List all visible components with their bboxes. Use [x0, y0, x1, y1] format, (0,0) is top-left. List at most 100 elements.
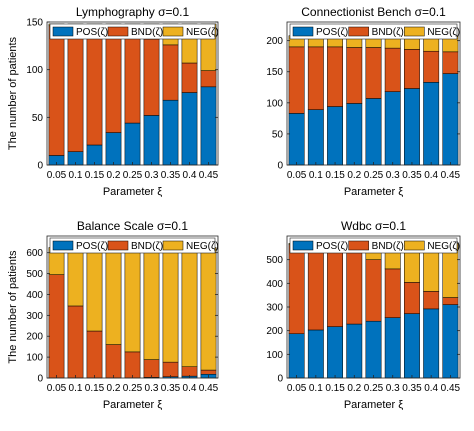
x-tick-label: 0.2: [107, 383, 121, 394]
bar-neg-0.25: [124, 247, 141, 353]
bar-bnd-0.45: [442, 297, 459, 305]
x-tick-label: 0.3: [145, 383, 159, 394]
bar-bnd-0.05: [48, 25, 65, 156]
bar-pos-0.15: [327, 326, 343, 379]
x-tick-label: 0.15: [325, 170, 345, 181]
bar-bnd-0.15: [327, 249, 343, 327]
x-tick-label: 0.05: [47, 170, 67, 181]
legend-swatch-neg: [404, 26, 425, 37]
bar-pos-0.4: [423, 82, 440, 166]
x-tick-label: 0.25: [364, 170, 384, 181]
legend-label: BND(ζ): [131, 241, 163, 252]
bar-bnd-0.2: [346, 252, 363, 325]
bar-pos-0.35: [404, 313, 420, 379]
bar-neg-0.4: [181, 247, 198, 367]
x-tick-label: 0.2: [347, 170, 361, 181]
x-tick-label: 0.25: [364, 383, 384, 394]
bar-pos-0.45: [442, 73, 459, 166]
chart-title: Lymphography σ=0.1: [76, 5, 190, 19]
y-tick-label: 400: [266, 279, 283, 290]
legend-label: BND(ζ): [372, 241, 404, 252]
x-tick-label: 0.35: [402, 383, 422, 394]
x-tick-label: 0.35: [161, 170, 181, 181]
bar-bnd-0.25: [365, 259, 382, 322]
bar-bnd-0.3: [143, 359, 160, 378]
y-tick-label: 400: [26, 290, 43, 301]
bar-neg-0.2: [105, 247, 122, 345]
bar-pos-0.2: [346, 323, 363, 379]
chart-title: Balance Scale σ=0.1: [77, 219, 188, 233]
y-tick-label: 200: [266, 36, 283, 47]
x-tick-label: 0.25: [123, 170, 143, 181]
x-tick-label: 0.4: [424, 170, 438, 181]
legend-swatch-pos: [52, 26, 74, 37]
x-tick-label: 0.3: [386, 170, 400, 181]
x-tick-label: 0.1: [69, 383, 83, 394]
x-tick-label: 0.4: [424, 383, 438, 394]
bar-pos-0.05: [288, 113, 305, 166]
chart-panel-4: 0 100 200 300 400 500 0.05 0.1 0.15 0.2 0.25 0.3 0.3…: [266, 219, 460, 411]
chart-title: Wdbc σ=0.1: [341, 219, 406, 233]
bar-pos-0.35: [404, 88, 420, 166]
bar-pos-0.05: [288, 333, 305, 379]
y-tick-label: 100: [266, 350, 283, 361]
bar-bnd-0.4: [423, 50, 440, 83]
bar-pos-0.25: [365, 98, 382, 166]
bar-pos-0.3: [384, 317, 401, 379]
legend-label: BND(ζ): [372, 27, 404, 38]
x-tick-label: 0.45: [441, 170, 461, 181]
y-tick-label: 150: [26, 18, 43, 29]
y-axis-label: The number of patients: [7, 250, 19, 364]
legend: POS(ζ) BND(ζ) NEG(ζ): [49, 23, 219, 40]
y-axis-label: The number of patients: [7, 36, 19, 150]
y-tick-label: 500: [266, 255, 283, 266]
bar-pos-0.2: [105, 132, 122, 166]
x-tick-label: 0.3: [145, 170, 159, 181]
x-axis-label: Parameter ξ: [344, 399, 403, 411]
legend-label: NEG(ζ): [427, 27, 460, 38]
bar-bnd-0.05: [288, 244, 305, 334]
y-tick-label: 300: [26, 311, 43, 322]
x-tick-label: 0.2: [347, 383, 361, 394]
legend-swatch-bnd: [348, 240, 369, 251]
x-tick-label: 0.35: [402, 170, 422, 181]
bar-pos-0.1: [307, 329, 324, 379]
bar-bnd-0.15: [86, 25, 103, 146]
x-tick-label: 0.15: [85, 383, 105, 394]
x-tick-label: 0.15: [325, 383, 345, 394]
bar-pos-0.3: [143, 115, 160, 166]
bar-neg-0.45: [200, 247, 217, 371]
bar-bnd-0.25: [124, 29, 141, 124]
legend: POS(ζ) BND(ζ) NEG(ζ): [289, 23, 460, 40]
bar-bnd-0.45: [200, 70, 217, 88]
bar-bnd-0.15: [86, 330, 103, 379]
y-tick-label: 50: [272, 129, 284, 140]
bar-bnd-0.35: [404, 49, 420, 89]
bar-pos-0.3: [384, 91, 401, 166]
bar-bnd-0.4: [181, 366, 198, 377]
y-tick-label: 100: [266, 98, 283, 109]
y-tick-label: 200: [26, 332, 43, 343]
x-tick-label: 0.4: [183, 383, 197, 394]
bar-neg-0.3: [143, 247, 160, 360]
y-tick-label: 200: [266, 326, 283, 337]
bar-bnd-0.2: [105, 344, 122, 379]
y-tick-label: 0: [37, 374, 43, 385]
bar-pos-0.1: [307, 109, 324, 166]
legend-label: BND(ζ): [131, 27, 163, 38]
y-tick-label: 100: [26, 65, 43, 76]
x-tick-label: 0.45: [199, 170, 219, 181]
bar-pos-0.4: [181, 92, 198, 166]
y-tick-label: 0: [37, 161, 43, 172]
bar-pos-0.15: [327, 106, 343, 166]
legend-swatch-bnd: [107, 26, 129, 37]
legend-label: POS(ζ): [76, 27, 108, 38]
bar-bnd-0.35: [162, 361, 179, 377]
legend-label: NEG(ζ): [427, 241, 460, 252]
x-tick-label: 0.15: [85, 170, 105, 181]
x-tick-label: 0.1: [309, 170, 323, 181]
bar-bnd-0.25: [365, 47, 382, 99]
bar-bnd-0.1: [307, 46, 324, 110]
